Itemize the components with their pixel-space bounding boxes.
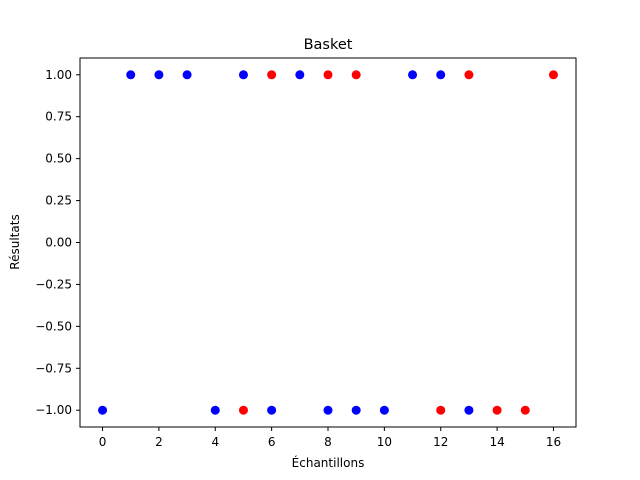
data-point-series-0: [351, 405, 361, 415]
data-point-series-0: [267, 405, 277, 415]
data-point-series-0: [98, 405, 108, 415]
x-tick-label: 12: [433, 435, 448, 449]
data-point-series-0: [379, 405, 389, 415]
data-point-series-0: [182, 70, 192, 80]
data-point-series-0: [126, 70, 136, 80]
y-tick-label: 0.25: [45, 194, 72, 208]
data-point-series-1: [520, 405, 530, 415]
y-tick-label: −0.25: [35, 277, 72, 291]
x-tick-label: 14: [489, 435, 504, 449]
x-tick-label: 6: [268, 435, 276, 449]
x-tick-label: 8: [324, 435, 332, 449]
data-point-series-1: [492, 405, 502, 415]
data-point-series-1: [351, 70, 361, 80]
y-tick-label: −1.00: [35, 403, 72, 417]
x-axis-ticks: 0 2 4 6 8 10 12 14 16: [99, 427, 561, 449]
x-tick-label: 0: [99, 435, 107, 449]
y-tick-label: 0.50: [45, 152, 72, 166]
x-tick-label: 16: [546, 435, 561, 449]
plot-area-frame: [79, 57, 577, 428]
data-point-series-0: [238, 70, 248, 80]
x-tick-label: 10: [377, 435, 392, 449]
y-tick-label: −0.50: [35, 319, 72, 333]
data-point-series-1: [548, 70, 558, 80]
data-point-series-1: [436, 405, 446, 415]
y-axis-label: Résultats: [8, 214, 22, 269]
data-point-series-1: [267, 70, 277, 80]
data-point-series-0: [210, 405, 220, 415]
x-axis-label: Échantillons: [292, 455, 365, 470]
y-tick-label: 0.75: [45, 110, 72, 124]
data-point-series-0: [436, 70, 446, 80]
data-point-series-1: [323, 70, 333, 80]
y-tick-label: 1.00: [45, 68, 72, 82]
data-point-series-1: [464, 70, 474, 80]
data-point-series-1: [238, 405, 248, 415]
data-points: [98, 70, 558, 415]
y-tick-label: 0.00: [45, 236, 72, 250]
data-point-series-0: [408, 70, 418, 80]
data-point-series-0: [154, 70, 164, 80]
y-tick-label: −0.75: [35, 361, 72, 375]
chart-title: Basket: [304, 37, 353, 53]
x-tick-label: 2: [155, 435, 163, 449]
data-point-series-0: [323, 405, 333, 415]
x-tick-label: 4: [211, 435, 219, 449]
data-point-series-0: [295, 70, 305, 80]
data-point-series-0: [464, 405, 474, 415]
y-axis-ticks: −1.00 −0.75 −0.50 −0.25 0.00 0.25 0.50 0.75 1.00: [35, 68, 80, 417]
